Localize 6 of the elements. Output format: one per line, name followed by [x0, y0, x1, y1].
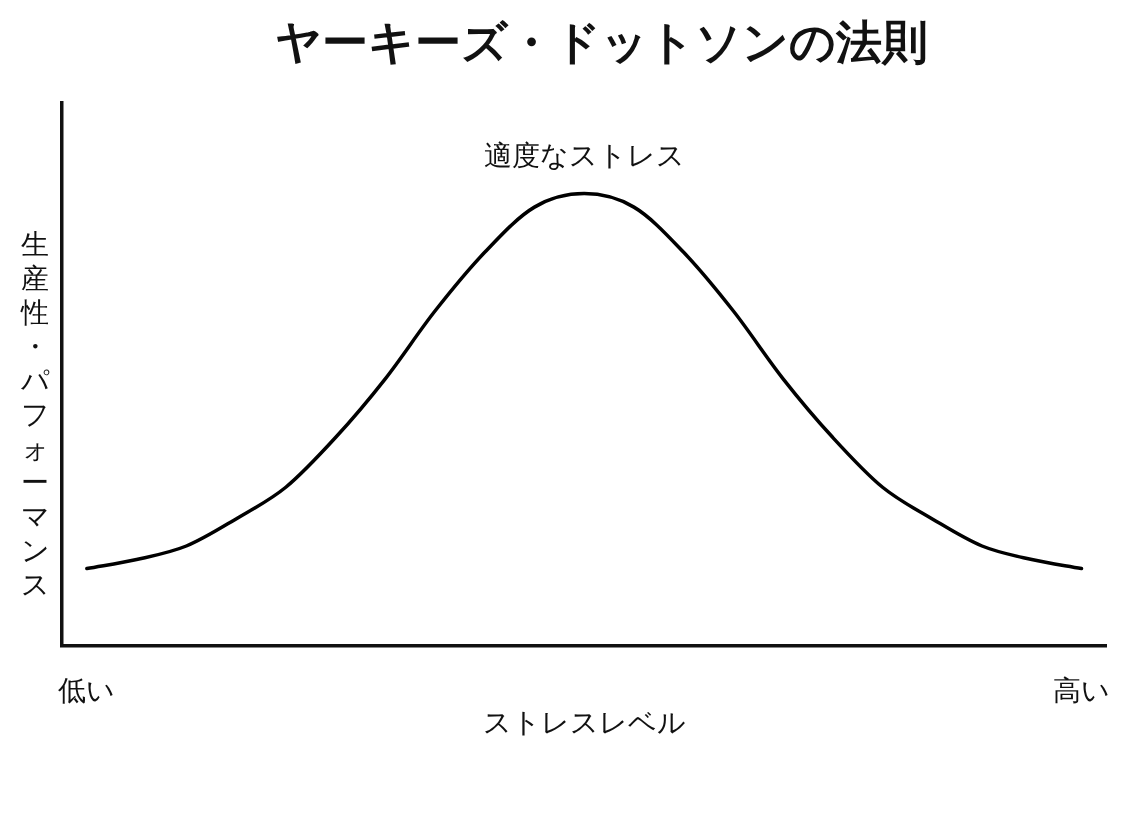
x-axis-title: ストレスレベル: [482, 706, 686, 740]
chart-title: ヤーキーズ・ドットソンの法則: [274, 14, 928, 69]
text: 適度なストレス: [483, 138, 685, 172]
x-tick-label: 低い: [58, 674, 116, 706]
x-tick-label: 高い: [1053, 674, 1110, 706]
text: 生産性・パフォーマンス: [20, 228, 50, 601]
